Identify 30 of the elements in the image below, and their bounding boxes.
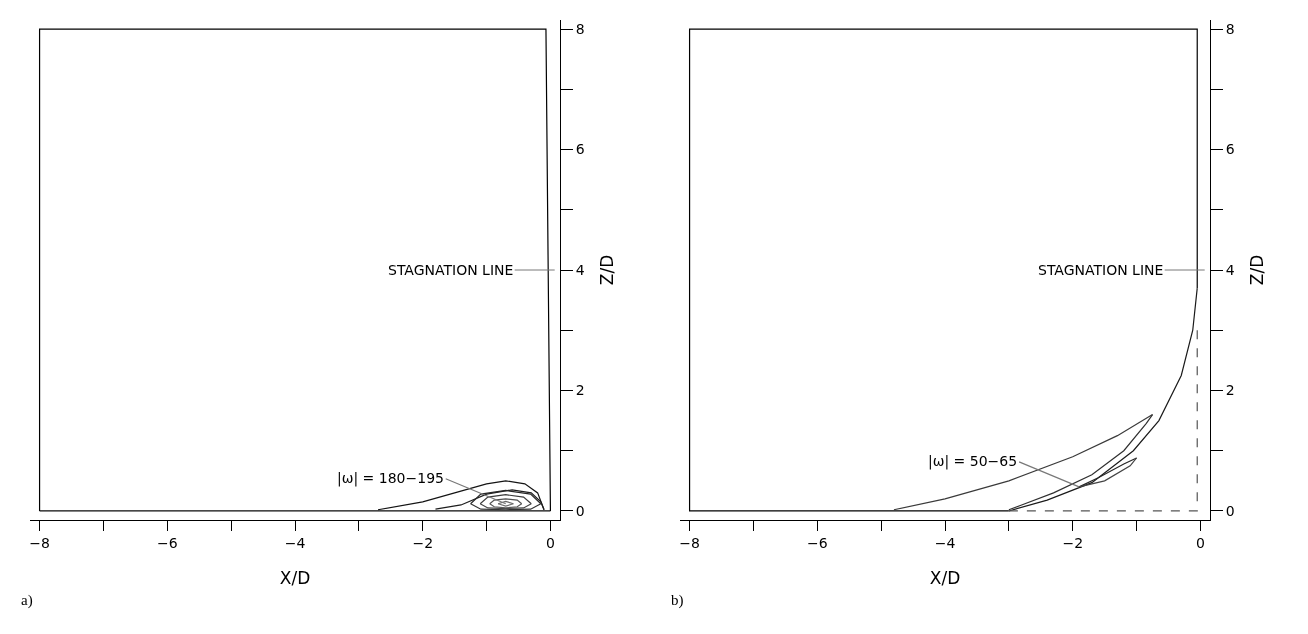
annotation: STAGNATION LINE: [388, 262, 514, 278]
x-tick-label: −6: [156, 534, 178, 551]
y-tick-label: 4: [1225, 261, 1235, 278]
y-tick-label: 4: [575, 261, 585, 278]
x-axis-title: X/D: [279, 568, 311, 589]
y-axis-title: Z/D: [1246, 254, 1267, 286]
text: b): [671, 592, 684, 609]
annotation: STAGNATION LINE: [1038, 262, 1164, 278]
y-tick-label: 2: [1225, 382, 1235, 399]
y-tick-label: 6: [575, 141, 585, 158]
text: a): [21, 592, 33, 609]
annotation: |ω| = 50−65: [928, 453, 1018, 470]
y-axis-title: Z/D: [596, 254, 617, 286]
y-tick-label: 0: [575, 502, 585, 519]
x-tick-label: −4: [284, 534, 306, 551]
y-tick-label: 2: [575, 382, 585, 399]
x-tick-label: −8: [29, 534, 50, 551]
x-tick-label: −8: [679, 534, 700, 551]
x-tick-label: −2: [1062, 534, 1084, 551]
x-tick-label: −4: [934, 534, 956, 551]
y-tick-label: 0: [1225, 502, 1235, 519]
x-axis-title: X/D: [929, 568, 961, 589]
x-tick-label: 0: [1195, 534, 1205, 551]
y-tick-label: 6: [1225, 141, 1235, 158]
x-tick-label: −2: [412, 534, 434, 551]
annotation: |ω| = 180−195: [337, 470, 444, 487]
x-tick-label: −6: [806, 534, 828, 551]
x-tick-label: 0: [545, 534, 555, 551]
y-tick-label: 8: [575, 20, 585, 37]
y-tick-label: 8: [1225, 20, 1235, 37]
